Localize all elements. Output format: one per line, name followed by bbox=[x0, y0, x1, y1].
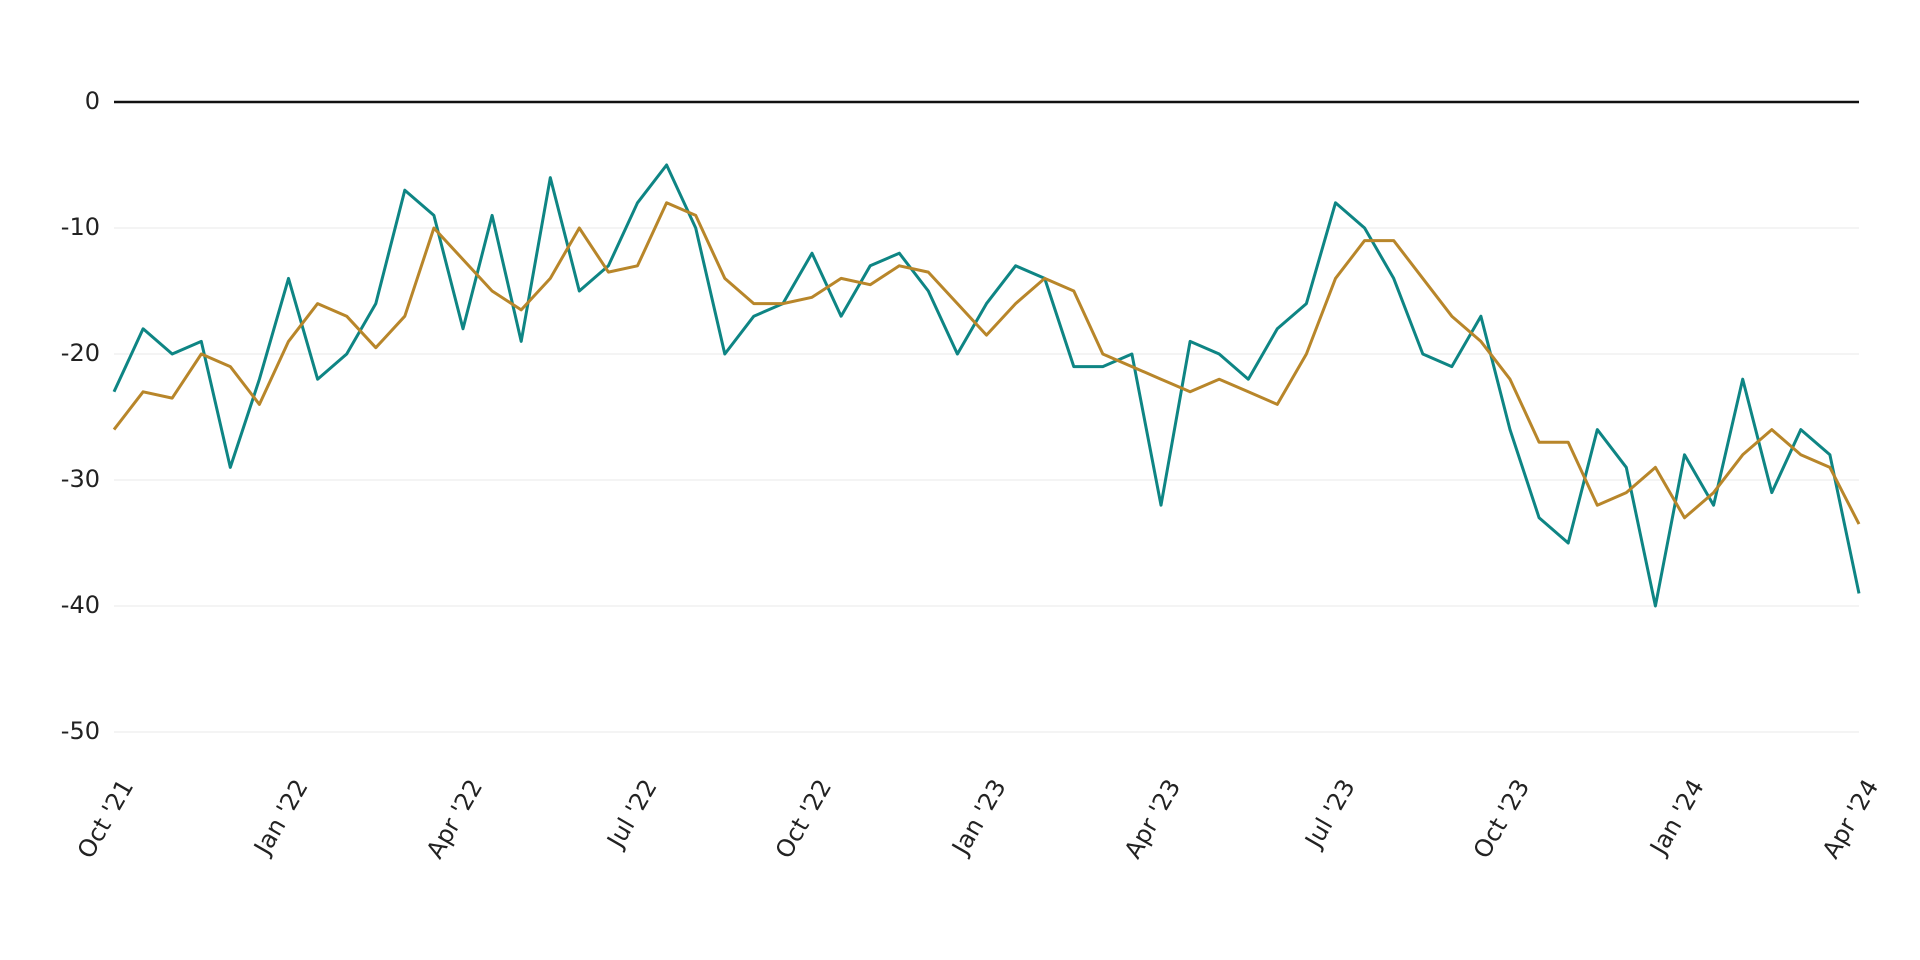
x-tick-label: Jan '22 bbox=[248, 775, 314, 862]
y-tick-label: -30 bbox=[61, 465, 100, 493]
y-tick-label: -10 bbox=[61, 213, 100, 241]
series-line bbox=[112, 201, 1861, 525]
series-line bbox=[112, 163, 1861, 608]
y-tick-label: -40 bbox=[61, 591, 100, 619]
x-tick-label: Jan '23 bbox=[946, 775, 1012, 862]
x-tick-label: Apr '24 bbox=[1817, 775, 1884, 864]
y-tick-label: -50 bbox=[61, 717, 100, 745]
x-tick-label: Oct '22 bbox=[770, 775, 837, 864]
x-tick-label: Oct '21 bbox=[72, 775, 139, 864]
x-tick-label: Jul '22 bbox=[601, 775, 663, 855]
x-tick-label: Jan '24 bbox=[1644, 775, 1710, 862]
x-tick-label: Apr '22 bbox=[421, 775, 488, 864]
x-tick-label: Oct '23 bbox=[1468, 775, 1535, 864]
x-tick-label: Apr '23 bbox=[1119, 775, 1186, 864]
y-tick-label: 0 bbox=[85, 87, 100, 115]
x-tick-label: Jul '23 bbox=[1299, 775, 1361, 855]
y-tick-label: -20 bbox=[61, 339, 100, 367]
